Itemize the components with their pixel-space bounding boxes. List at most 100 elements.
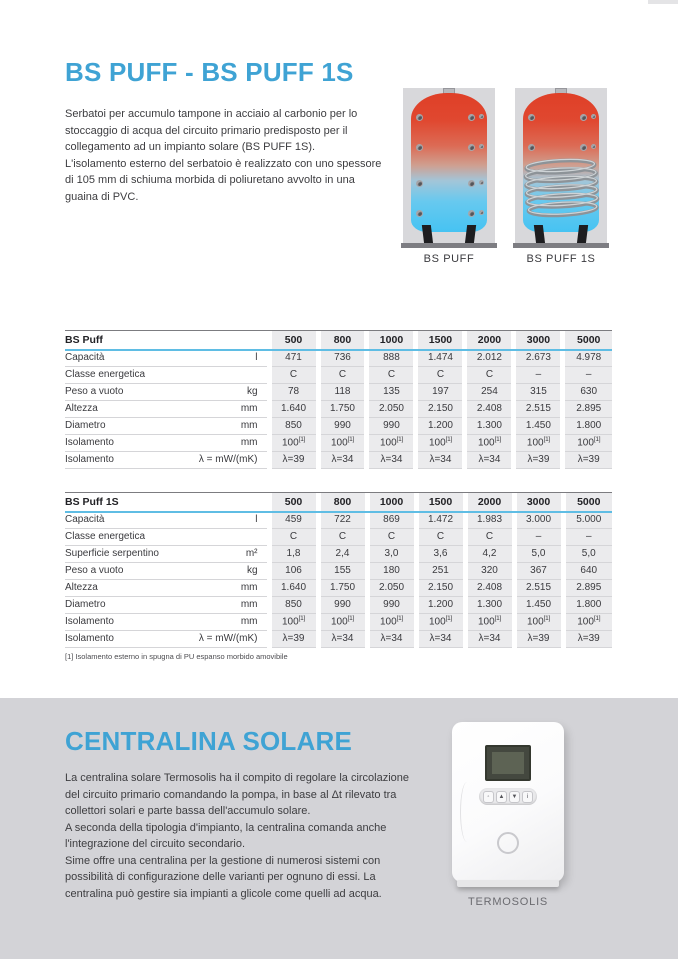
row-label: Superficie serpentino bbox=[65, 545, 177, 563]
table-cell: 1.800 bbox=[560, 596, 612, 614]
tank-port bbox=[528, 114, 535, 121]
table-cell: 990 bbox=[364, 417, 416, 435]
table-row: Superficie serpentino m² 1,8 2,4 3,0 3,6 4,2 5,… bbox=[65, 545, 612, 563]
spec-table: BS Puff 500 800 1000 1500 2000 3000 5000 Capacit… bbox=[65, 330, 612, 469]
lcd-screen bbox=[485, 745, 531, 781]
row-unit: mm bbox=[177, 596, 269, 614]
table-cell: 100[1] bbox=[266, 613, 318, 631]
table-cell: 3.000 bbox=[511, 511, 563, 529]
table-cell: 155 bbox=[315, 562, 367, 580]
tank-caption-bs-puff-1s: BS PUFF 1S bbox=[526, 253, 596, 265]
table-cell: 1.800 bbox=[560, 417, 612, 435]
tank-port bbox=[416, 144, 423, 151]
table-cell: – bbox=[560, 528, 612, 546]
heat-exchanger-coil bbox=[523, 158, 600, 218]
table-cell: 1.983 bbox=[462, 511, 514, 529]
tank-port bbox=[468, 114, 475, 121]
table-cell: 100[1] bbox=[462, 613, 514, 631]
table-top-rule bbox=[65, 330, 612, 331]
column-header: 800 bbox=[315, 330, 367, 349]
table-cell: C bbox=[315, 528, 367, 546]
row-label: Isolamento bbox=[65, 451, 177, 469]
column-header: 1000 bbox=[364, 330, 416, 349]
row-unit: l bbox=[177, 511, 269, 529]
controller-image: ◦ ▲ ▼ i bbox=[452, 722, 564, 887]
column-header: 5000 bbox=[560, 492, 612, 511]
table-cell: λ=34 bbox=[364, 451, 416, 469]
table-cell: – bbox=[511, 366, 563, 384]
table-cell: 367 bbox=[511, 562, 563, 580]
row-unit: mm bbox=[177, 579, 269, 597]
table-cell: 100[1] bbox=[266, 434, 318, 452]
table-cell: λ=34 bbox=[315, 451, 367, 469]
table-cell: 197 bbox=[413, 383, 465, 401]
table-cell: 254 bbox=[462, 383, 514, 401]
tank-figure: BS PUFF BS PUFF 1S bbox=[401, 88, 613, 268]
row-label: Altezza bbox=[65, 400, 177, 418]
tank-foot bbox=[464, 225, 477, 244]
row-unit: kg bbox=[177, 383, 270, 401]
table-cell: 118 bbox=[315, 383, 367, 401]
device-sensor-circle bbox=[497, 832, 519, 854]
table-cell: λ=34 bbox=[462, 451, 514, 469]
table-cell: 100[1] bbox=[315, 613, 367, 631]
device-seam bbox=[460, 782, 474, 842]
column-header: 5000 bbox=[560, 330, 612, 349]
row-label: Capacità bbox=[65, 349, 177, 367]
table-cell: 1.300 bbox=[462, 417, 514, 435]
table-cell: 990 bbox=[364, 596, 416, 614]
table-cell: 2.050 bbox=[364, 579, 416, 597]
tank-port bbox=[416, 180, 423, 187]
table-row: Altezza mm 1.640 1.750 2.050 2.150 2.408 2.515 2… bbox=[65, 400, 612, 418]
tank-baseline bbox=[513, 243, 609, 248]
intro-paragraph: Serbatoi per accumulo tampone in acciaio… bbox=[65, 108, 358, 153]
table-cell: 100[1] bbox=[364, 434, 416, 452]
table-cell: 251 bbox=[413, 562, 465, 580]
row-unit: kg bbox=[177, 562, 269, 580]
intro-text: Serbatoi per accumulo tampone in acciaio… bbox=[65, 106, 390, 205]
table-cell: 471 bbox=[266, 349, 318, 367]
column-header: 800 bbox=[315, 492, 367, 511]
intro-paragraph: L'isolamento esterno del serbatoio è rea… bbox=[65, 157, 382, 203]
table-cell: 736 bbox=[315, 349, 367, 367]
table-footnote: [1] Isolamento esterno in spugna di PU e… bbox=[65, 652, 288, 661]
row-unit: λ = mW/(mK) bbox=[177, 451, 270, 469]
table-cell: λ=39 bbox=[560, 451, 612, 469]
table-row: Peso a vuoto kg 106 155 180 251 320 367 640 bbox=[65, 562, 612, 580]
table-cell: 100[1] bbox=[364, 613, 416, 631]
table-cell: 640 bbox=[560, 562, 612, 580]
solar-section-text: La centralina solare Termosolis ha il co… bbox=[65, 770, 413, 902]
table-cell: C bbox=[462, 366, 514, 384]
table-cell: 1.474 bbox=[413, 349, 465, 367]
table-row: Capacità l 459 722 869 1.472 1.983 3.000 5.000 bbox=[65, 511, 612, 529]
column-header: 2000 bbox=[462, 492, 514, 511]
table-cell: 4,2 bbox=[462, 545, 514, 563]
row-unit: mm bbox=[177, 613, 269, 631]
table-row: Classe energetica C C C C C – – bbox=[65, 366, 612, 384]
table-cell: 320 bbox=[462, 562, 514, 580]
table-cell: 1.450 bbox=[511, 596, 563, 614]
row-label: Capacità bbox=[65, 511, 177, 529]
table-cell: C bbox=[413, 366, 465, 384]
row-label: Diametro bbox=[65, 417, 177, 435]
table-row: Peso a vuoto kg 78 118 135 197 254 315 630 bbox=[65, 383, 612, 401]
table-cell: 78 bbox=[266, 383, 318, 401]
table-row: Isolamento λ = mW/(mK) λ=39 λ=34 λ=34 λ=34 λ=3… bbox=[65, 451, 612, 469]
solar-paragraph: Sime offre una centralina per la gestion… bbox=[65, 854, 382, 900]
tank-port bbox=[528, 144, 535, 151]
table-cell: 1.640 bbox=[266, 400, 318, 418]
up-arrow-icon: ▲ bbox=[496, 790, 507, 803]
table-cell: 100[1] bbox=[413, 613, 465, 631]
table-cell: 100[1] bbox=[413, 434, 465, 452]
table-cell: 1.450 bbox=[511, 417, 563, 435]
table-cell: 1.200 bbox=[413, 596, 465, 614]
power-button-icon: ◦ bbox=[483, 790, 494, 803]
column-header: 2000 bbox=[462, 330, 514, 349]
controller-caption: TERMOSOLIS bbox=[467, 896, 549, 908]
table-cell: 630 bbox=[560, 383, 612, 401]
table-cell: λ=34 bbox=[413, 630, 465, 648]
table-header-row: BS Puff 1S 500 800 1000 1500 2000 3000 5000 bbox=[65, 492, 612, 511]
table-cell: λ=34 bbox=[462, 630, 514, 648]
table-cell: 2.150 bbox=[413, 400, 465, 418]
